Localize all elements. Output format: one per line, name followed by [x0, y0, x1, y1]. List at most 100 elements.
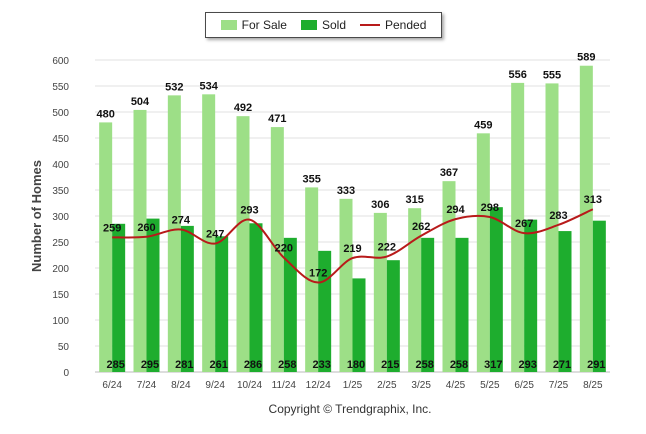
y-tick-label: 300 — [52, 212, 69, 223]
y-tick-label: 400 — [52, 160, 69, 171]
bar-sold — [283, 237, 297, 372]
x-tick-label: 12/24 — [306, 380, 331, 391]
x-tick-label: 8/24 — [171, 380, 191, 391]
data-label-for-sale: 480 — [96, 108, 114, 120]
data-label-for-sale: 315 — [405, 194, 423, 206]
y-tick-label: 200 — [52, 264, 69, 275]
data-label-sold: 271 — [553, 359, 571, 371]
bar-sold — [112, 223, 126, 372]
bar-for-sale — [408, 208, 422, 372]
data-label-pended: 283 — [549, 210, 567, 222]
data-label-for-sale: 367 — [440, 167, 458, 179]
data-label-pended: 298 — [481, 202, 499, 214]
y-tick-label: 250 — [52, 238, 69, 249]
y-tick-label: 100 — [52, 316, 69, 327]
x-tick-label: 1/25 — [343, 380, 363, 391]
data-label-for-sale: 556 — [508, 69, 526, 81]
bar-for-sale — [236, 116, 250, 372]
data-label-for-sale: 534 — [199, 80, 218, 92]
bar-sold — [524, 219, 538, 372]
data-label-pended: 172 — [309, 268, 327, 280]
data-label-pended: 220 — [275, 243, 293, 255]
x-tick-label: 9/24 — [205, 380, 225, 391]
data-label-sold: 286 — [244, 359, 262, 371]
data-label-pended: 313 — [584, 194, 602, 206]
x-tick-label: 6/25 — [514, 380, 534, 391]
bar-sold — [455, 237, 469, 372]
data-label-pended: 293 — [240, 205, 258, 217]
data-label-sold: 281 — [175, 359, 193, 371]
line-pended — [112, 208, 594, 284]
bar-sold — [146, 218, 160, 372]
bar-for-sale — [442, 181, 456, 372]
data-label-for-sale: 504 — [131, 96, 150, 108]
data-label-pended: 260 — [137, 222, 155, 234]
data-label-sold: 258 — [415, 359, 433, 371]
legend-item-pended[interactable]: Pended — [360, 18, 426, 32]
x-tick-label: 5/25 — [480, 380, 500, 391]
y-tick-label: 350 — [52, 186, 69, 197]
y-tick-label: 600 — [52, 56, 69, 67]
data-label-pended: 267 — [515, 218, 533, 230]
data-label-sold: 295 — [141, 359, 159, 371]
data-label-for-sale: 555 — [543, 69, 561, 81]
legend-label-sold: Sold — [321, 18, 346, 32]
data-label-pended: 259 — [103, 222, 121, 234]
x-tick-label: 3/25 — [411, 380, 431, 391]
data-label-for-sale: 492 — [234, 102, 252, 114]
bar-sold — [386, 260, 400, 372]
legend-item-for-sale[interactable]: For Sale — [220, 18, 287, 32]
legend-swatch-for-sale — [220, 20, 237, 30]
data-label-sold: 293 — [518, 359, 536, 371]
bar-sold — [421, 237, 435, 372]
data-label-for-sale: 333 — [337, 185, 355, 197]
legend-label-for-sale: For Sale — [241, 18, 287, 32]
data-label-sold: 180 — [347, 359, 365, 371]
x-tick-label: 8/25 — [583, 380, 603, 391]
legend: For Sale Sold Pended — [205, 12, 442, 38]
x-tick-label: 6/24 — [102, 380, 122, 391]
bar-for-sale — [167, 95, 181, 373]
data-label-pended: 274 — [172, 215, 191, 227]
data-label-pended: 247 — [206, 229, 224, 241]
data-label-for-sale: 589 — [577, 52, 595, 64]
data-label-sold: 285 — [106, 359, 124, 371]
data-label-for-sale: 532 — [165, 81, 183, 93]
y-tick-label: 500 — [52, 108, 69, 119]
bar-sold — [558, 231, 572, 372]
data-label-sold: 215 — [381, 359, 399, 371]
bar-for-sale — [579, 65, 593, 372]
data-label-sold: 258 — [278, 359, 296, 371]
data-label-sold: 233 — [312, 359, 330, 371]
copyright-credit: Copyright © Trendgraphix, Inc. — [268, 402, 432, 416]
data-label-sold: 291 — [587, 359, 605, 371]
y-tick-label: 150 — [52, 290, 69, 301]
bar-sold — [180, 225, 194, 372]
x-tick-label: 2/25 — [377, 380, 397, 391]
data-label-pended: 222 — [378, 242, 396, 254]
data-label-pended: 219 — [343, 243, 361, 255]
data-label-sold: 258 — [450, 359, 468, 371]
x-tick-label: 4/25 — [446, 380, 466, 391]
bar-for-sale — [202, 94, 216, 372]
legend-item-sold[interactable]: Sold — [300, 18, 346, 32]
bar-for-sale — [305, 187, 319, 372]
legend-swatch-sold — [300, 20, 317, 30]
bar-sold — [352, 278, 366, 372]
bar-for-sale — [99, 122, 113, 373]
bar-for-sale — [373, 212, 387, 372]
x-tick-label: 7/25 — [549, 380, 569, 391]
y-tick-label: 550 — [52, 82, 69, 93]
legend-label-pended: Pended — [385, 18, 427, 32]
x-tick-label: 7/24 — [137, 380, 157, 391]
bar-for-sale — [133, 109, 147, 373]
y-tick-label: 450 — [52, 134, 69, 145]
data-label-sold: 317 — [484, 359, 502, 371]
x-tick-label: 10/24 — [237, 380, 262, 391]
y-tick-label: 50 — [58, 342, 70, 353]
data-label-pended: 294 — [446, 204, 465, 216]
data-label-pended: 262 — [412, 221, 430, 233]
bar-for-sale — [511, 82, 525, 372]
y-tick-label: 0 — [63, 368, 69, 379]
bar-sold — [489, 207, 503, 372]
